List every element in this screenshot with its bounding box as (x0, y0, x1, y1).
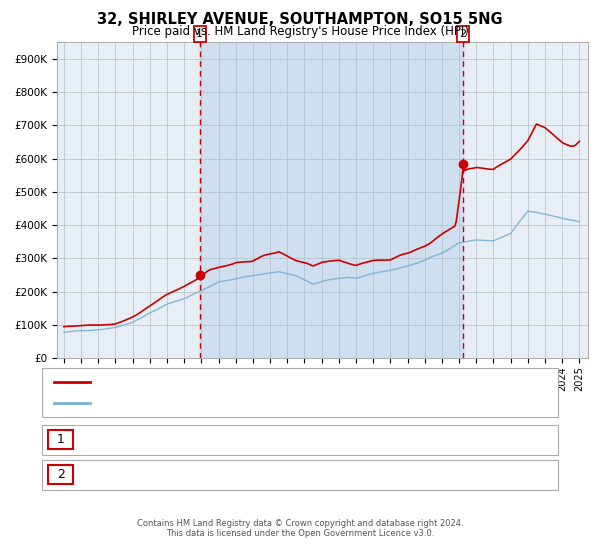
Text: Price paid vs. HM Land Registry's House Price Index (HPI): Price paid vs. HM Land Registry's House … (131, 25, 469, 38)
Text: 28-NOV-2002: 28-NOV-2002 (87, 433, 166, 447)
Text: 32, SHIRLEY AVENUE, SOUTHAMPTON, SO15 5NG (detached house): 32, SHIRLEY AVENUE, SOUTHAMPTON, SO15 5N… (99, 377, 450, 387)
Text: Contains HM Land Registry data © Crown copyright and database right 2024.: Contains HM Land Registry data © Crown c… (137, 519, 463, 528)
Text: This data is licensed under the Open Government Licence v3.0.: This data is licensed under the Open Gov… (166, 529, 434, 538)
Text: £250,000: £250,000 (240, 433, 296, 447)
Text: HPI: Average price, detached house, Southampton: HPI: Average price, detached house, Sout… (99, 398, 362, 408)
Text: £584,915: £584,915 (240, 469, 296, 482)
Text: 20% ↑ HPI: 20% ↑ HPI (372, 433, 434, 447)
Text: 2: 2 (56, 468, 65, 482)
Text: 32, SHIRLEY AVENUE, SOUTHAMPTON, SO15 5NG: 32, SHIRLEY AVENUE, SOUTHAMPTON, SO15 5N… (97, 12, 503, 27)
Text: 1: 1 (56, 433, 65, 446)
Text: 20-MAR-2018: 20-MAR-2018 (87, 469, 166, 482)
Text: 1: 1 (196, 29, 203, 39)
Bar (200, 42, 463, 358)
Text: 66% ↑ HPI: 66% ↑ HPI (372, 469, 434, 482)
Text: 2: 2 (460, 29, 466, 39)
